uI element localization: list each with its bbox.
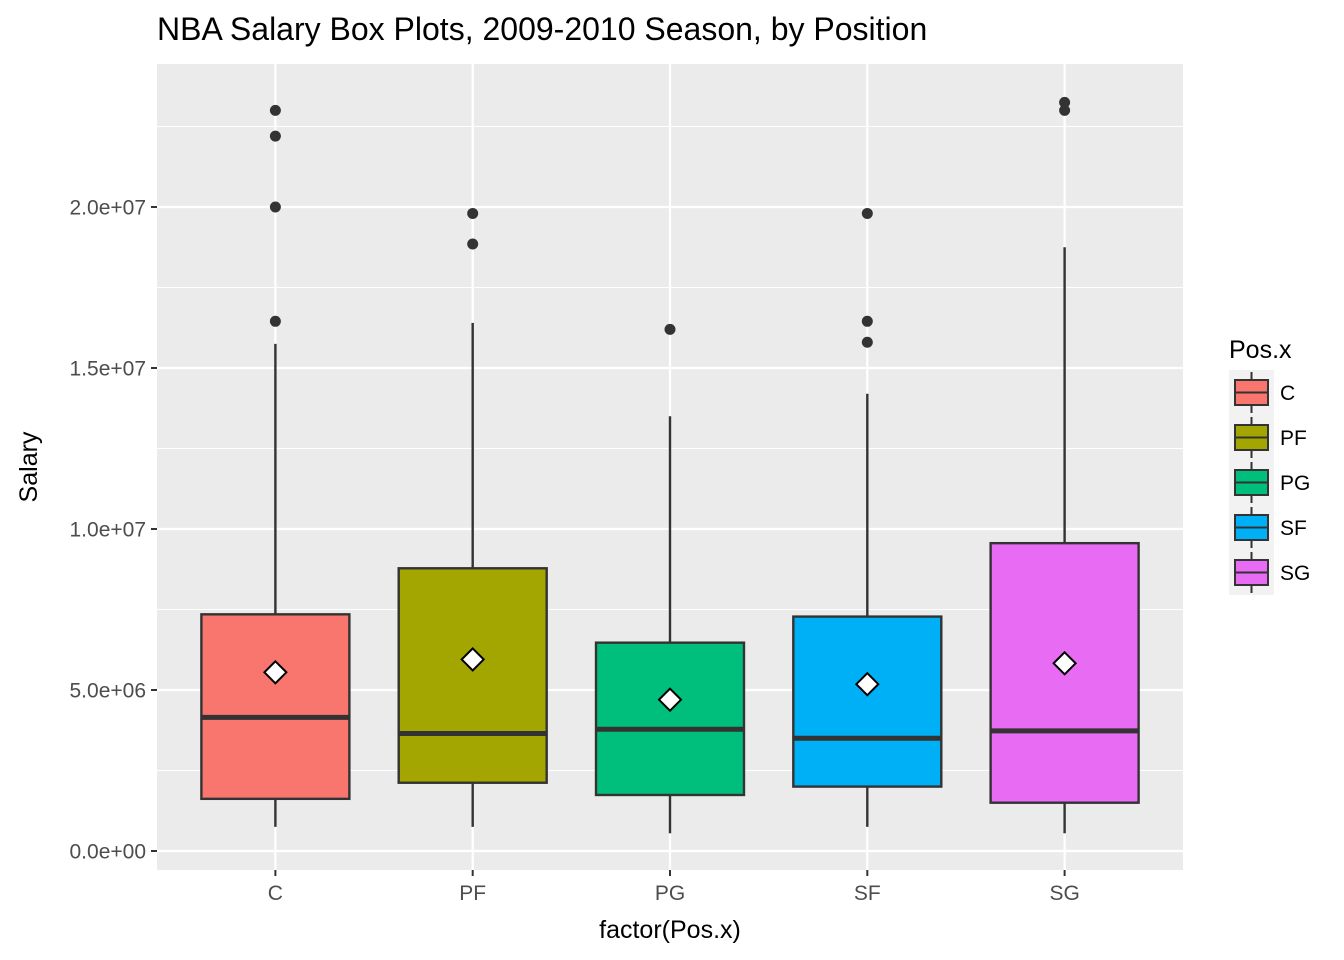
y-tick-label: 1.5e+07	[70, 358, 147, 381]
legend-label: PG	[1280, 472, 1310, 495]
outlier-point	[269, 130, 281, 142]
outlier-point	[269, 104, 281, 116]
outlier-point	[467, 238, 479, 250]
mean-marker	[854, 671, 880, 697]
outlier-point	[664, 323, 676, 335]
box-series	[200, 96, 1140, 834]
y-tick-label: 0.0e+00	[70, 841, 147, 864]
outlier-point	[467, 207, 479, 219]
box-sg	[989, 96, 1140, 834]
mean-marker	[262, 659, 288, 685]
box-sf	[792, 207, 943, 827]
outlier-point	[861, 315, 873, 327]
x-tick-label: SF	[854, 882, 881, 905]
y-axis-title: Salary	[15, 431, 43, 502]
mean-marker	[460, 646, 486, 672]
iqr-box	[594, 641, 746, 797]
outlier-point	[269, 315, 281, 327]
x-axis: C PF PG SF SG	[268, 870, 1080, 905]
iqr-box	[200, 613, 351, 801]
outlier-point	[1059, 96, 1071, 108]
legend-item-pg: PG	[1229, 460, 1310, 505]
legend-label: C	[1280, 382, 1295, 405]
mean-marker	[657, 687, 683, 713]
box-c	[200, 104, 351, 827]
legend-item-sg: SG	[1229, 550, 1310, 595]
legend-label: SG	[1280, 562, 1310, 585]
iqr-box	[792, 615, 943, 788]
outlier-point	[861, 207, 873, 219]
y-axis: 0.0e+00 5.0e+06 1.0e+07 1.5e+07 2.0e+07	[70, 197, 157, 864]
box-pf	[397, 207, 548, 827]
outlier-point	[861, 336, 873, 348]
x-tick-label: PG	[655, 882, 685, 905]
y-tick-label: 2.0e+07	[70, 197, 147, 220]
y-tick-label: 1.0e+07	[70, 519, 147, 542]
x-tick-label: PF	[459, 882, 486, 905]
chart-title: NBA Salary Box Plots, 2009-2010 Season, …	[157, 11, 927, 47]
y-tick-label: 5.0e+06	[70, 680, 147, 703]
legend-label: SF	[1280, 517, 1307, 540]
box-pg	[594, 323, 746, 834]
legend-item-sf: SF	[1229, 505, 1307, 550]
outlier-point	[269, 201, 281, 213]
legend-label: PF	[1280, 427, 1307, 450]
outlier-point	[1059, 104, 1071, 116]
mean-marker	[1052, 650, 1078, 676]
x-axis-title: factor(Pos.x)	[599, 916, 741, 944]
legend-item-c: C	[1229, 370, 1295, 415]
legend-item-pf: PF	[1229, 415, 1307, 460]
legend: Pos.x C PF PG SF SG	[1229, 336, 1310, 595]
legend-title: Pos.x	[1229, 336, 1292, 364]
x-tick-label: SG	[1049, 882, 1079, 905]
iqr-box	[397, 567, 548, 784]
x-tick-label: C	[268, 882, 283, 905]
